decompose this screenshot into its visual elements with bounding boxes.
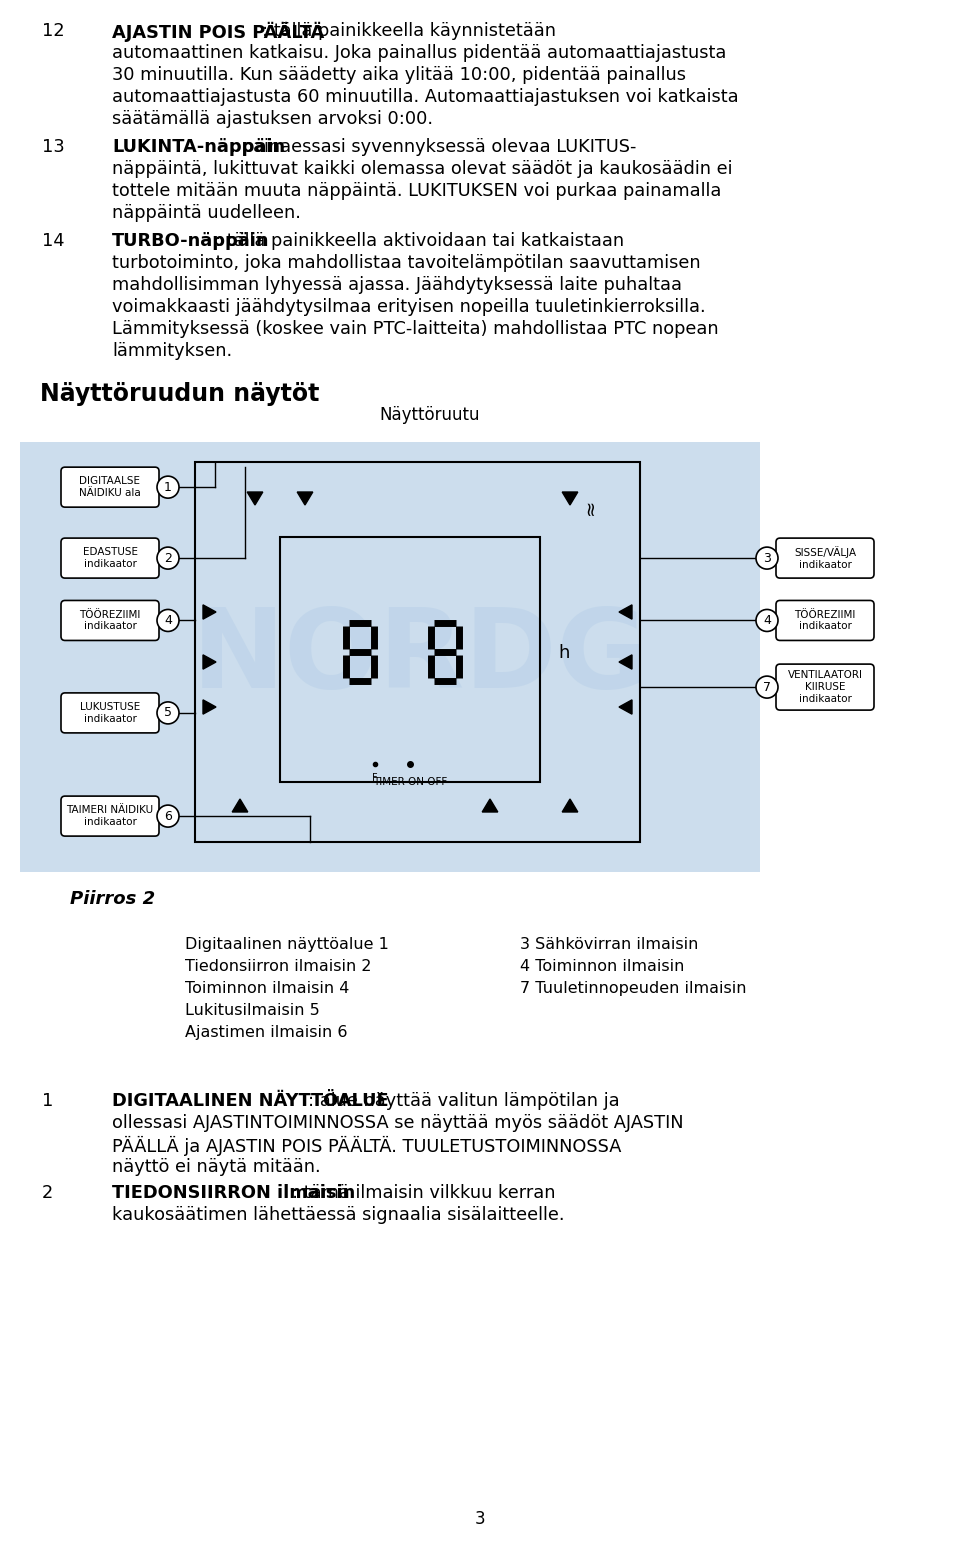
Text: AJASTIN POIS PÄÄLTÄ: AJASTIN POIS PÄÄLTÄ <box>112 22 324 42</box>
Text: F: F <box>372 773 378 783</box>
Text: Näyttöruutu: Näyttöruutu <box>380 406 480 425</box>
Polygon shape <box>298 491 313 505</box>
Text: 4: 4 <box>164 614 172 626</box>
Text: 3 Sähkövirran ilmaisin: 3 Sähkövirran ilmaisin <box>520 938 698 952</box>
Circle shape <box>157 609 179 631</box>
Text: TIEDONSIIRRON ilmaisin: TIEDONSIIRRON ilmaisin <box>112 1184 355 1201</box>
Circle shape <box>756 676 778 698</box>
Text: EDASTUSE
indikaator: EDASTUSE indikaator <box>83 547 137 569</box>
Text: DIGITAALSE
NÄIDIKU ala: DIGITAALSE NÄIDIKU ala <box>79 476 141 498</box>
Circle shape <box>157 804 179 828</box>
Polygon shape <box>619 654 632 670</box>
Text: 12: 12 <box>42 22 64 40</box>
Text: VENTILAATORI
KIIRUSE
indikaator: VENTILAATORI KIIRUSE indikaator <box>787 671 862 704</box>
Text: TIMER ON OFF: TIMER ON OFF <box>372 777 447 787</box>
Text: 7 Tuuletinnopeuden ilmaisin: 7 Tuuletinnopeuden ilmaisin <box>520 981 747 997</box>
Circle shape <box>157 702 179 724</box>
Text: säätämällä ajastuksen arvoksi 0:00.: säätämällä ajastuksen arvoksi 0:00. <box>112 110 433 129</box>
FancyBboxPatch shape <box>61 467 159 507</box>
Circle shape <box>756 609 778 631</box>
Text: 4: 4 <box>763 614 771 626</box>
Text: 13: 13 <box>42 138 64 157</box>
Polygon shape <box>563 798 578 812</box>
Text: Lämmityksessä (koskee vain PTC-laitteita) mahdollistaa PTC nopean: Lämmityksessä (koskee vain PTC-laitteita… <box>112 319 719 338</box>
Text: TAIMERI NÄIDIKU
indikaator: TAIMERI NÄIDIKU indikaator <box>66 806 154 826</box>
Text: Ajastimen ilmaisin 6: Ajastimen ilmaisin 6 <box>185 1025 348 1040</box>
Polygon shape <box>203 654 216 670</box>
Text: 6: 6 <box>164 809 172 823</box>
Text: Tiedonsiirron ilmaisin 2: Tiedonsiirron ilmaisin 2 <box>185 959 372 973</box>
Text: Lukitusilmaisin 5: Lukitusilmaisin 5 <box>185 1003 320 1018</box>
Text: kaukosäätimen lähettäessä signaalia sisälaitteelle.: kaukosäätimen lähettäessä signaalia sisä… <box>112 1206 564 1224</box>
FancyBboxPatch shape <box>776 538 874 578</box>
Circle shape <box>756 547 778 569</box>
Bar <box>195 462 640 842</box>
Text: lämmityksen.: lämmityksen. <box>112 343 232 360</box>
Polygon shape <box>619 604 632 618</box>
FancyBboxPatch shape <box>776 663 874 710</box>
Text: TÖÖREZIIMI
indikaator: TÖÖREZIIMI indikaator <box>80 609 141 631</box>
Text: 3: 3 <box>474 1510 486 1528</box>
Bar <box>280 536 540 783</box>
Polygon shape <box>232 798 248 812</box>
FancyBboxPatch shape <box>61 693 159 733</box>
Text: h: h <box>558 645 569 662</box>
Text: 7: 7 <box>763 680 771 693</box>
Text: LUKUSTUSE
indikaator: LUKUSTUSE indikaator <box>80 702 140 724</box>
Text: mahdollisimman lyhyessä ajassa. Jäähdytyksessä laite puhaltaa: mahdollisimman lyhyessä ajassa. Jäähdyty… <box>112 276 682 294</box>
Polygon shape <box>248 491 263 505</box>
Text: NORDG: NORDG <box>192 603 648 710</box>
Text: SISSE/VÄLJA
indikaator: SISSE/VÄLJA indikaator <box>794 546 856 570</box>
Text: 5: 5 <box>164 707 172 719</box>
Text: 2: 2 <box>164 552 172 564</box>
Text: turbotoiminto, joka mahdollistaa tavoitelämpötilan saavuttamisen: turbotoiminto, joka mahdollistaa tavoite… <box>112 254 701 271</box>
Bar <box>20 442 760 873</box>
Text: TURBO-näppäin: TURBO-näppäin <box>112 232 270 250</box>
Text: tottele mitään muuta näppäintä. LUKITUKSEN voi purkaa painamalla: tottele mitään muuta näppäintä. LUKITUKS… <box>112 181 721 200</box>
Text: LUKINTA-näppäin: LUKINTA-näppäin <box>112 138 285 157</box>
Text: TÖÖREZIIMI
indikaator: TÖÖREZIIMI indikaator <box>794 609 855 631</box>
FancyBboxPatch shape <box>61 538 159 578</box>
Text: 1: 1 <box>164 480 172 493</box>
Text: näppäintä, lukittuvat kaikki olemassa olevat säädöt ja kaukosäädin ei: näppäintä, lukittuvat kaikki olemassa ol… <box>112 160 732 178</box>
Text: voimakkaasti jäähdytysilmaa erityisen nopeilla tuuletinkierroksilla.: voimakkaasti jäähdytysilmaa erityisen no… <box>112 298 706 316</box>
FancyBboxPatch shape <box>776 600 874 640</box>
Text: näyttö ei näytä mitään.: näyttö ei näytä mitään. <box>112 1158 321 1176</box>
Text: Toiminnon ilmaisin 4: Toiminnon ilmaisin 4 <box>185 981 349 997</box>
Text: Piirros 2: Piirros 2 <box>70 890 156 908</box>
Text: DIGITAALINEN NÄYTTÖALUE: DIGITAALINEN NÄYTTÖALUE <box>112 1093 389 1110</box>
Polygon shape <box>482 798 498 812</box>
Text: 4 Toiminnon ilmaisin: 4 Toiminnon ilmaisin <box>520 959 684 973</box>
Text: Näyttöruudun näytöt: Näyttöruudun näytöt <box>40 381 320 406</box>
FancyBboxPatch shape <box>61 797 159 835</box>
Text: 2: 2 <box>42 1184 53 1201</box>
Text: : painaessasi syvennyksessä olevaa LUKITUS-: : painaessasi syvennyksessä olevaa LUKIT… <box>230 138 636 157</box>
Polygon shape <box>563 491 578 505</box>
Text: ollessasi AJASTINTOIMINNOSSA se näyttää myös säädöt AJASTIN: ollessasi AJASTINTOIMINNOSSA se näyttää … <box>112 1114 684 1132</box>
Text: 3: 3 <box>763 552 771 564</box>
Text: 14: 14 <box>42 232 64 250</box>
Text: 1: 1 <box>42 1093 54 1110</box>
Text: : tällä painikkeella käynnistetään: : tällä painikkeella käynnistetään <box>262 22 556 40</box>
Text: ≈: ≈ <box>581 499 599 515</box>
Circle shape <box>157 547 179 569</box>
Text: : tällä painikkeella aktivoidaan tai katkaistaan: : tällä painikkeella aktivoidaan tai kat… <box>215 232 624 250</box>
Text: 30 minuutilla. Kun säädetty aika ylitää 10:00, pidentää painallus: 30 minuutilla. Kun säädetty aika ylitää … <box>112 67 686 84</box>
Text: : alue näyttää valitun lämpötilan ja: : alue näyttää valitun lämpötilan ja <box>307 1093 619 1110</box>
Text: automaattinen katkaisu. Joka painallus pidentää automaattiajastusta: automaattinen katkaisu. Joka painallus p… <box>112 43 727 62</box>
Text: Digitaalinen näyttöalue 1: Digitaalinen näyttöalue 1 <box>185 938 389 952</box>
Text: automaattiajastusta 60 minuutilla. Automaattiajastuksen voi katkaista: automaattiajastusta 60 minuutilla. Autom… <box>112 88 738 105</box>
Text: : tämä ilmaisin vilkkuu kerran: : tämä ilmaisin vilkkuu kerran <box>293 1184 556 1201</box>
Polygon shape <box>619 701 632 715</box>
FancyBboxPatch shape <box>61 600 159 640</box>
Text: PÄÄLLÄ ja AJASTIN POIS PÄÄLTÄ. TUULETUSTOIMINNOSSA: PÄÄLLÄ ja AJASTIN POIS PÄÄLTÄ. TUULETUST… <box>112 1136 621 1156</box>
Polygon shape <box>203 701 216 715</box>
Polygon shape <box>203 604 216 618</box>
Text: näppäintä uudelleen.: näppäintä uudelleen. <box>112 205 300 222</box>
Circle shape <box>157 476 179 498</box>
